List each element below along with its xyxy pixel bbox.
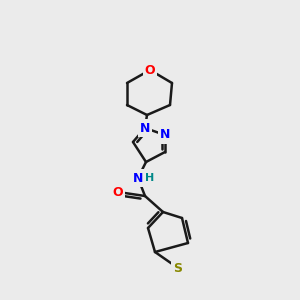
Text: O: O	[145, 64, 155, 76]
Text: N: N	[140, 122, 150, 134]
Text: N: N	[133, 172, 143, 184]
Text: S: S	[173, 262, 182, 275]
Text: H: H	[146, 173, 154, 183]
Text: O: O	[113, 185, 123, 199]
Text: N: N	[160, 128, 170, 142]
